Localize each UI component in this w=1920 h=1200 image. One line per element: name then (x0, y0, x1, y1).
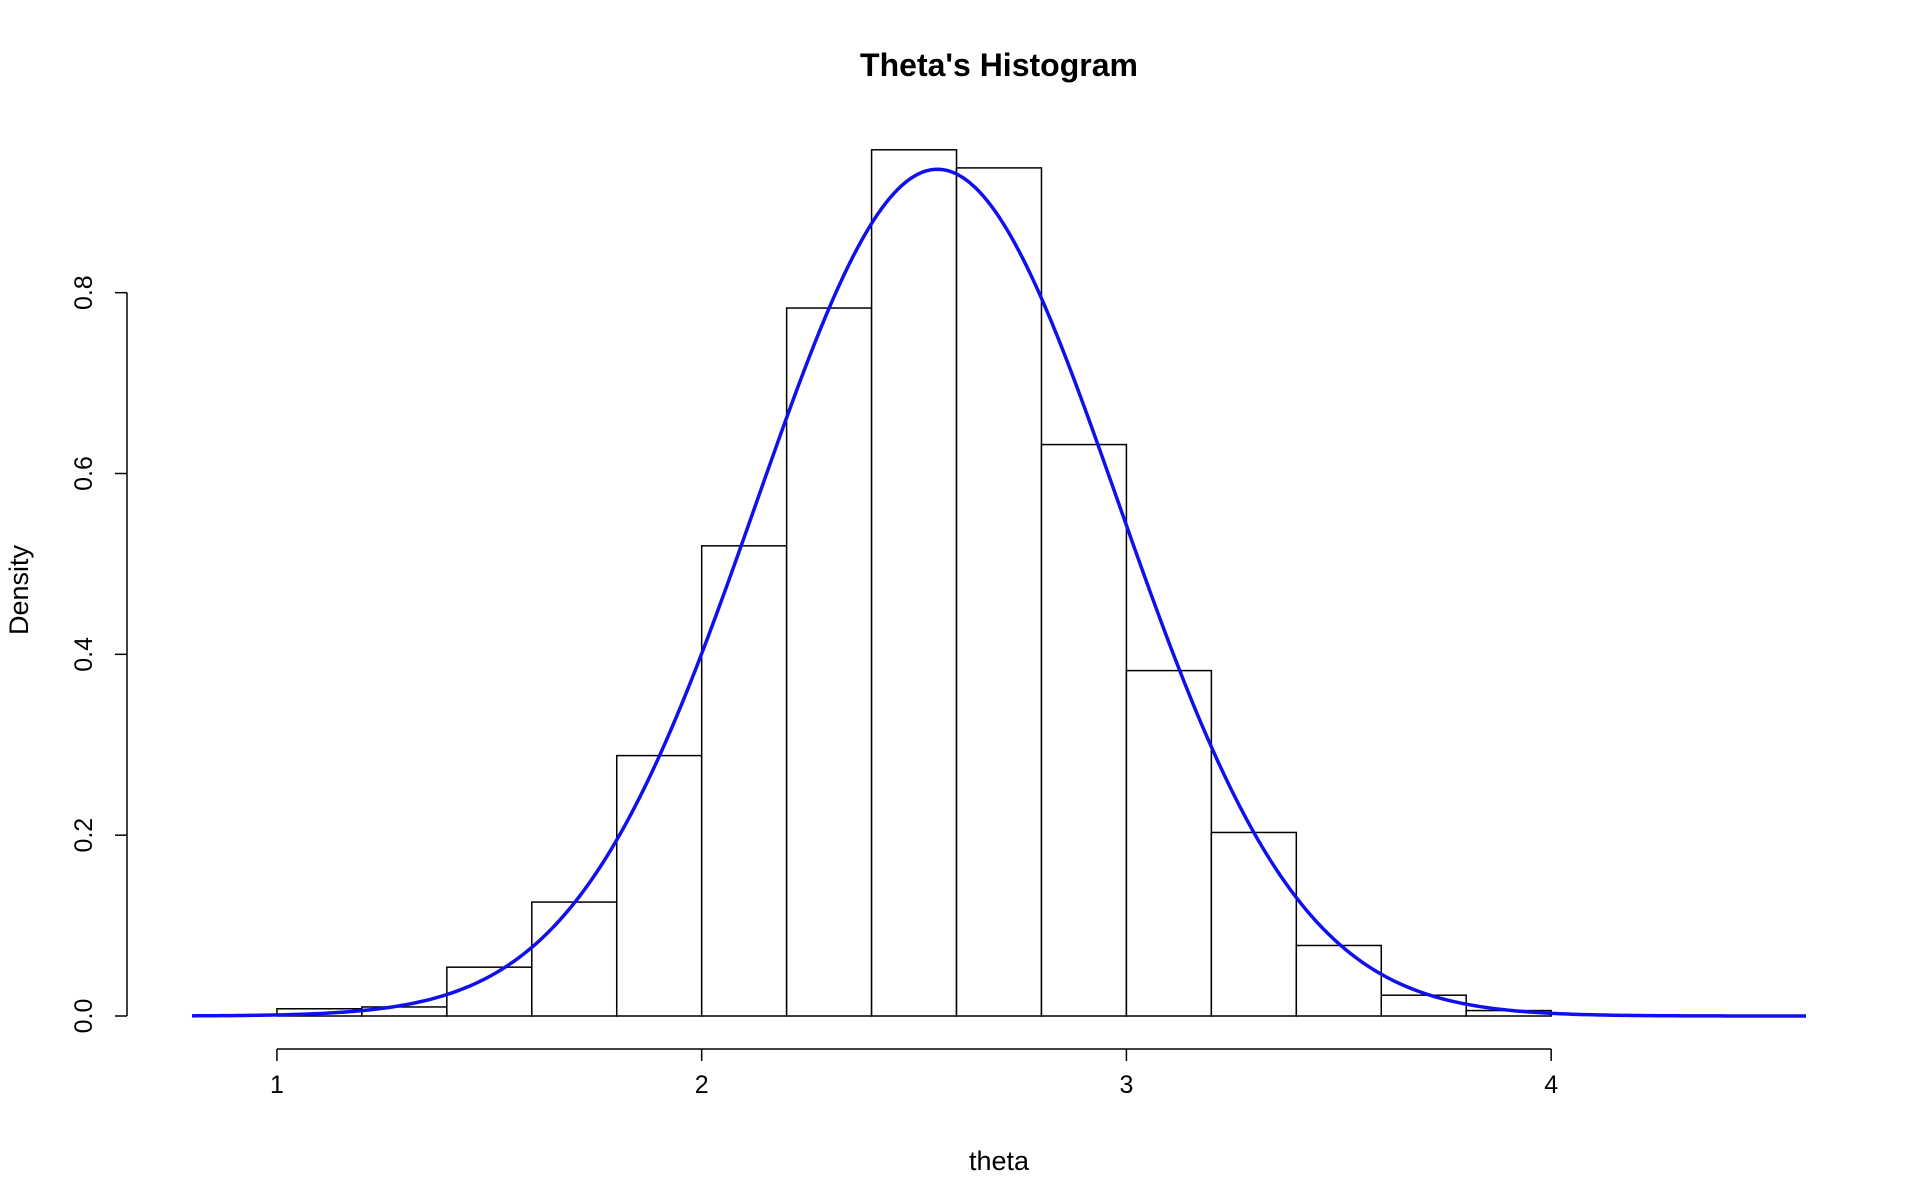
x-axis: 1 2 3 4 (270, 1048, 1558, 1099)
histogram-bars (276, 149, 1552, 1017)
histogram-bar (870, 149, 958, 1017)
y-axis: 0.0 0.2 0.4 0.6 0.8 (70, 275, 128, 1034)
histogram-bar (531, 901, 618, 1017)
y-tick-label: 0.8 (70, 275, 98, 310)
histogram-bar (1040, 443, 1128, 1017)
x-tick-label: 4 (1544, 1071, 1558, 1099)
histogram-bar (1125, 669, 1213, 1017)
y-tick-label: 0.4 (70, 637, 98, 672)
histogram-bar (1210, 831, 1298, 1017)
x-tick-label: 2 (695, 1071, 709, 1099)
y-tick-label: 0.6 (70, 456, 98, 491)
histogram-bar (955, 167, 1043, 1017)
y-axis-label: Density (4, 544, 34, 635)
x-axis-label: theta (969, 1146, 1030, 1176)
histogram-bar (1380, 994, 1467, 1017)
histogram-bar (615, 754, 703, 1017)
histogram-bar (1295, 944, 1383, 1017)
x-tick-label: 3 (1119, 1071, 1133, 1099)
y-tick-label: 0.0 (70, 999, 98, 1034)
density-curve (191, 167, 1806, 1018)
x-tick-label: 1 (270, 1071, 284, 1099)
chart-title: Theta's Histogram (860, 47, 1138, 83)
histogram-bar (785, 307, 873, 1017)
y-tick-label: 0.2 (70, 818, 98, 853)
